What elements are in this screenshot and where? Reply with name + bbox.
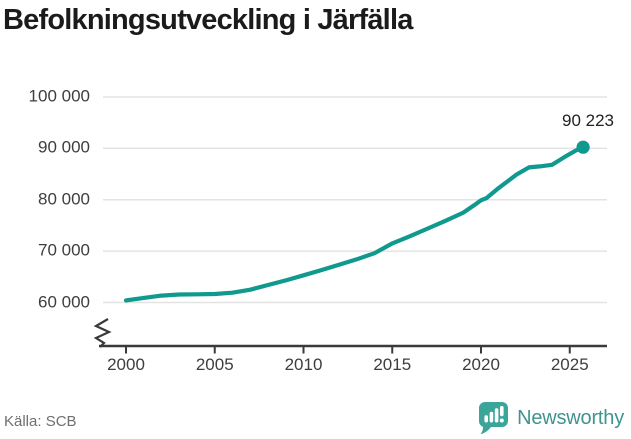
x-tick-label: 2020 xyxy=(462,355,500,374)
y-tick-label: 70 000 xyxy=(38,240,90,260)
axis-break-icon xyxy=(93,318,112,348)
x-tick-label: 2025 xyxy=(550,355,589,374)
y-tick-label: 80 000 xyxy=(38,189,90,209)
x-tick-label: 2000 xyxy=(107,355,145,374)
y-tick-label: 90 000 xyxy=(38,137,90,157)
source-attribution: Källa: SCB xyxy=(4,413,77,430)
x-axis-ticks xyxy=(125,346,571,354)
y-tick-label: 60 000 xyxy=(38,292,90,312)
chart-title: Befolkningsutveckling i Järfälla xyxy=(3,4,413,36)
newsworthy-logo[interactable]: Newsworthy xyxy=(478,401,624,435)
gridlines xyxy=(103,96,607,304)
x-tick-label: 2015 xyxy=(373,355,412,374)
last-data-point-marker xyxy=(576,140,590,154)
x-tick-label: 2010 xyxy=(284,355,323,374)
newsworthy-wordmark: Newsworthy xyxy=(517,406,624,429)
newsworthy-bars-icon xyxy=(479,402,509,435)
population-line-series xyxy=(123,145,586,303)
last-value-label: 90 223 xyxy=(562,111,614,130)
y-tick-label: 100 000 xyxy=(28,86,90,106)
x-tick-label: 2005 xyxy=(195,355,234,374)
